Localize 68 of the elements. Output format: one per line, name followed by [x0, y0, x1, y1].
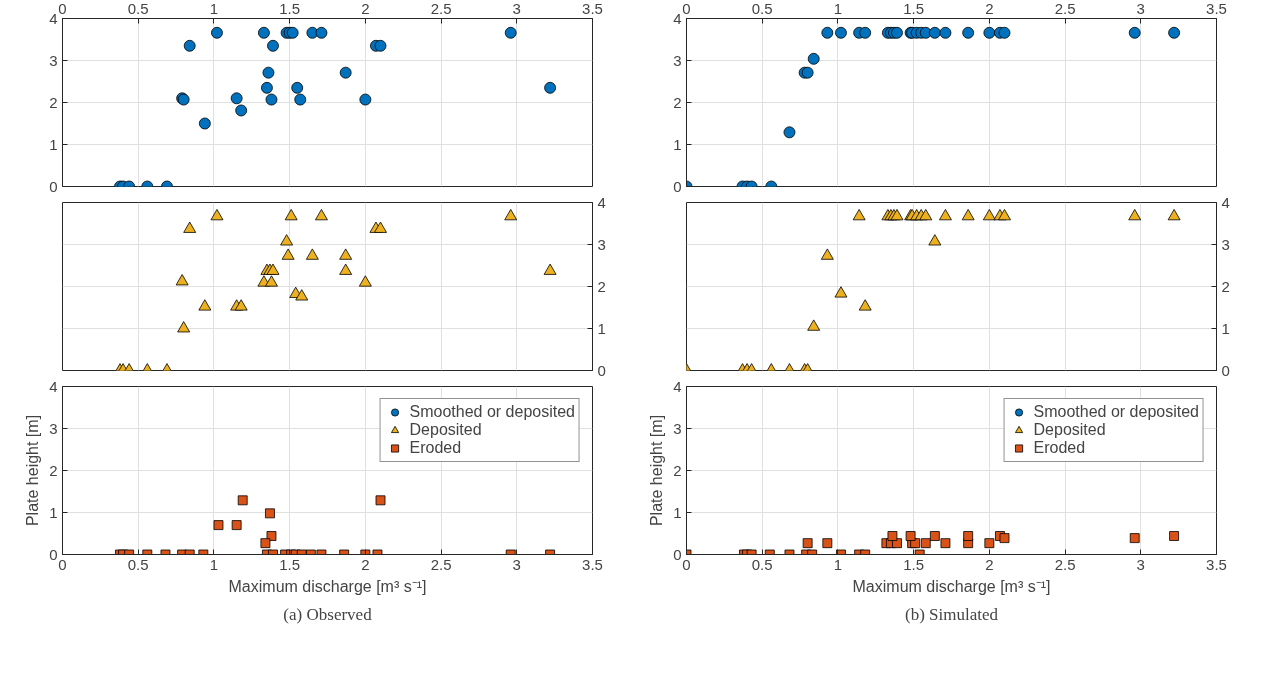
y-tick-label: 4 — [1221, 193, 1230, 211]
x-tick-label: 0.5 — [127, 555, 149, 573]
x-tick-label: 3 — [512, 0, 521, 17]
x-tick-label: 1 — [833, 555, 843, 573]
y-axis-title: Plate height [m] — [648, 414, 666, 527]
x-tick-label: 3 — [1136, 0, 1145, 17]
x-tick-label: 2 — [985, 555, 994, 573]
x-tick-label: 0.5 — [751, 0, 773, 17]
x-axis-title: Maximum discharge [m³ s⁻¹] — [228, 577, 427, 595]
y-tick-label: 3 — [673, 419, 682, 437]
y-tick-label: 4 — [49, 9, 58, 27]
y-tick-label: 3 — [49, 51, 58, 69]
y-tick-label: 2 — [597, 277, 606, 295]
y-tick-label: 0 — [597, 361, 606, 379]
legend-label: Eroded — [1033, 439, 1086, 457]
y-tick-label: 1 — [1221, 319, 1230, 337]
y-tick-label: 1 — [673, 135, 682, 153]
y-tick-label: 2 — [1221, 277, 1230, 295]
y-tick-label: 0 — [1221, 361, 1230, 379]
legend-label: Smoothed or deposited — [1033, 403, 1199, 421]
x-tick-label: 2 — [985, 0, 994, 17]
x-tick-label: 1.5 — [279, 0, 301, 17]
text: (b) Simulated — [904, 604, 999, 624]
y-tick-label: 4 — [673, 377, 682, 395]
text: (a) Observed — [283, 604, 373, 624]
x-tick-label: 3.5 — [1206, 0, 1227, 17]
y-tick-label: 2 — [49, 461, 58, 479]
y-tick-label: 1 — [49, 135, 58, 153]
x-tick-label: 2 — [361, 0, 370, 17]
y-tick-label: 1 — [597, 319, 606, 337]
y-tick-label: 1 — [49, 503, 58, 521]
x-tick-label: 2.5 — [430, 555, 452, 573]
x-tick-label: 1.5 — [279, 555, 301, 573]
x-axis-title: Maximum discharge [m³ s⁻¹] — [852, 577, 1051, 595]
y-tick-label: 4 — [597, 193, 606, 211]
y-tick-label: 2 — [673, 93, 682, 111]
x-tick-label: 1.5 — [903, 0, 925, 17]
x-tick-label: 2 — [361, 555, 370, 573]
x-tick-label: 0.5 — [751, 555, 773, 573]
x-tick-label: 3.5 — [1206, 555, 1227, 573]
legend-label: Deposited — [1033, 421, 1106, 439]
x-tick-label: 1.5 — [903, 555, 925, 573]
x-tick-label: 3 — [1136, 555, 1145, 573]
y-tick-label: 4 — [49, 377, 58, 395]
y-axis-title: Plate height [m] — [24, 414, 42, 527]
y-tick-label: 0 — [673, 177, 682, 195]
x-tick-label: 3 — [512, 555, 521, 573]
x-tick-label: 1 — [209, 555, 219, 573]
x-tick-label: 1 — [833, 0, 843, 17]
y-tick-label: 0 — [49, 177, 58, 195]
legend-label: Eroded — [409, 439, 462, 457]
legend-label: Deposited — [409, 421, 482, 439]
y-tick-label: 2 — [49, 93, 58, 111]
y-tick-label: 1 — [673, 503, 682, 521]
y-tick-label: 4 — [673, 9, 682, 27]
x-tick-label: 2.5 — [1054, 555, 1076, 573]
x-tick-label: 0.5 — [127, 0, 149, 17]
y-tick-label: 2 — [673, 461, 682, 479]
x-tick-label: 2.5 — [1054, 0, 1076, 17]
x-tick-label: 3.5 — [582, 0, 603, 17]
y-tick-label: 3 — [597, 235, 606, 253]
x-tick-label: 1 — [209, 0, 219, 17]
legend-label: Smoothed or deposited — [409, 403, 575, 421]
x-tick-label: 3.5 — [582, 555, 603, 573]
x-tick-label: 2.5 — [430, 0, 452, 17]
y-tick-label: 3 — [673, 51, 682, 69]
y-tick-label: 3 — [49, 419, 58, 437]
y-tick-label: 3 — [1221, 235, 1230, 253]
